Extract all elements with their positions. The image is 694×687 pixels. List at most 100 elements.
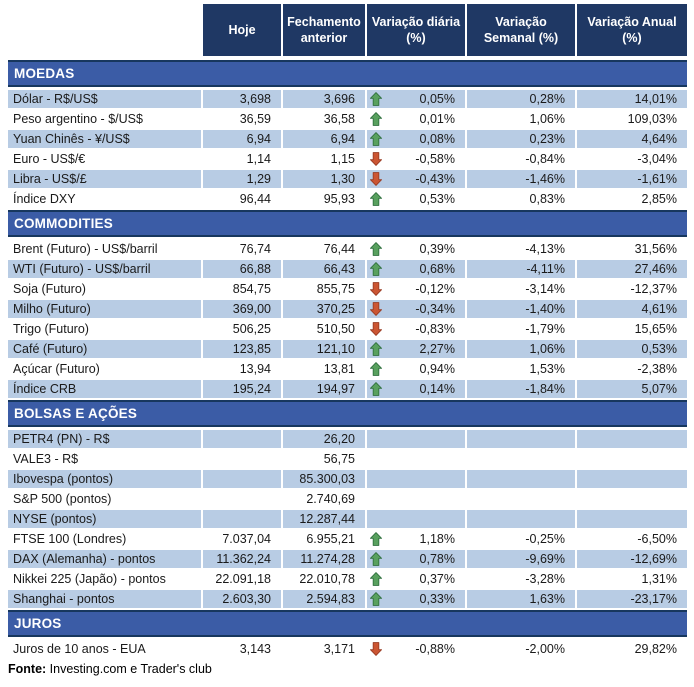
instrument-label: Soja (Futuro) — [8, 280, 201, 298]
table-row: WTI (Futuro) - US$/barril 66,88 66,43 0,68%… — [8, 260, 687, 278]
variacao-diaria-cell — [367, 430, 465, 448]
table-row: VALE3 - R$ 56,75 — [8, 450, 687, 468]
fechamento-anterior-value: 36,58 — [283, 110, 365, 128]
instrument-label-text: Açúcar (Futuro) — [13, 362, 100, 376]
variacao-semanal-value-text: -4,13% — [525, 242, 565, 256]
instrument-label: Peso argentino - $/US$ — [8, 110, 201, 128]
fechamento-anterior-value: 95,93 — [283, 190, 365, 208]
variacao-diaria-cell: -0,34% — [367, 300, 465, 318]
fechamento-anterior-value: 56,75 — [283, 450, 365, 468]
trend-up-icon — [370, 262, 382, 276]
variacao-diaria-cell: 1,18% — [367, 530, 465, 548]
variacao-semanal-value — [467, 510, 575, 528]
fechamento-anterior-value: 12.287,44 — [283, 510, 365, 528]
variacao-anual-value — [577, 490, 687, 508]
variacao-anual-value-text: 109,03% — [627, 112, 677, 126]
variacao-diaria-cell: 0,33% — [367, 590, 465, 608]
variacao-semanal-value: 0,23% — [467, 130, 575, 148]
table-row: Índice CRB 195,24 194,97 0,14% -1,84% 5,07% — [8, 380, 687, 398]
variacao-semanal-value: -4,13% — [467, 240, 575, 258]
fechamento-anterior-value-text: 2.740,69 — [306, 492, 355, 506]
variacao-semanal-value: -1,40% — [467, 300, 575, 318]
variacao-semanal-value-text: 0,28% — [529, 92, 565, 106]
variacao-semanal-value: -4,11% — [467, 260, 575, 278]
fechamento-anterior-value-text: 3,696 — [323, 92, 355, 106]
table-row: Trigo (Futuro) 506,25 510,50 -0,83% -1,79% 15… — [8, 320, 687, 338]
instrument-label-text: Nikkei 225 (Japão) - pontos — [13, 572, 166, 586]
variacao-anual-value-text: -3,04% — [637, 152, 677, 166]
variacao-diaria-cell-text: -0,12% — [415, 282, 455, 296]
fechamento-anterior-value: 66,43 — [283, 260, 365, 278]
hoje-value-text: 506,25 — [232, 322, 271, 336]
variacao-anual-value-text: 0,53% — [641, 342, 677, 356]
variacao-anual-value-text: -2,38% — [637, 362, 677, 376]
variacao-semanal-value-text: 0,23% — [529, 132, 565, 146]
variacao-semanal-value: -1,79% — [467, 320, 575, 338]
instrument-label-text: S&P 500 (pontos) — [13, 492, 112, 506]
variacao-semanal-value: 0,28% — [467, 90, 575, 108]
variacao-diaria-cell: 0,05% — [367, 90, 465, 108]
fechamento-anterior-value: 76,44 — [283, 240, 365, 258]
trend-down-icon — [370, 152, 382, 166]
variacao-diaria-cell-text: -0,34% — [415, 302, 455, 316]
variacao-diaria-cell-text: -0,43% — [415, 172, 455, 186]
variacao-diaria-cell: 0,37% — [367, 570, 465, 588]
instrument-label-text: Trigo (Futuro) — [13, 322, 89, 336]
variacao-anual-value — [577, 510, 687, 528]
section-header-bolsas-e-acoes: BOLSAS E AÇÕES — [8, 400, 687, 427]
fechamento-anterior-value: 2.740,69 — [283, 490, 365, 508]
variacao-anual-value: 5,07% — [577, 380, 687, 398]
variacao-semanal-value-text: -4,11% — [526, 262, 565, 276]
variacao-semanal-value-text: -0,25% — [525, 532, 565, 546]
variacao-diaria-cell: 0,78% — [367, 550, 465, 568]
hoje-value: 7.037,04 — [203, 530, 281, 548]
source-label: Fonte: — [8, 662, 47, 676]
table-row: Yuan Chinês - ¥/US$ 6,94 6,94 0,08% 0,23% 4,6… — [8, 130, 687, 148]
hoje-value — [203, 470, 281, 488]
variacao-anual-value-text: 27,46% — [634, 262, 677, 276]
table-row: FTSE 100 (Londres) 7.037,04 6.955,21 1,18% -… — [8, 530, 687, 548]
variacao-semanal-value — [467, 490, 575, 508]
variacao-anual-value: -23,17% — [577, 590, 687, 608]
variacao-diaria-cell-text: 0,37% — [419, 572, 455, 586]
fechamento-anterior-value: 3,171 — [283, 640, 365, 658]
variacao-semanal-value-text: -0,84% — [525, 152, 565, 166]
variacao-diaria-cell-text: 0,53% — [419, 192, 455, 206]
instrument-label-text: DAX (Alemanha) - pontos — [13, 552, 156, 566]
instrument-label: Café (Futuro) — [8, 340, 201, 358]
hoje-value-text: 123,85 — [232, 342, 271, 356]
instrument-label-text: Dólar - R$/US$ — [13, 92, 98, 106]
variacao-semanal-value: -9,69% — [467, 550, 575, 568]
variacao-semanal-value: -0,25% — [467, 530, 575, 548]
column-header-variacao-semanal: Variação Semanal (%) — [467, 4, 575, 56]
table-row: PETR4 (PN) - R$ 26,20 — [8, 430, 687, 448]
instrument-label-text: Libra - US$/£ — [13, 172, 87, 186]
variacao-anual-value: 14,01% — [577, 90, 687, 108]
trend-up-icon — [370, 592, 382, 606]
trend-down-icon — [370, 282, 382, 296]
instrument-label: Libra - US$/£ — [8, 170, 201, 188]
instrument-label-text: NYSE (pontos) — [13, 512, 97, 526]
hoje-value-text: 1,29 — [246, 172, 271, 186]
variacao-semanal-value: -1,46% — [467, 170, 575, 188]
variacao-semanal-value-text: 1,63% — [529, 592, 565, 606]
table-row: Peso argentino - $/US$ 36,59 36,58 0,01% 1,0… — [8, 110, 687, 128]
instrument-label-text: Brent (Futuro) - US$/barril — [13, 242, 158, 256]
variacao-anual-value: -1,61% — [577, 170, 687, 188]
fechamento-anterior-value-text: 855,75 — [316, 282, 355, 296]
variacao-semanal-value-text: -3,28% — [525, 572, 565, 586]
instrument-label: Ibovespa (pontos) — [8, 470, 201, 488]
table-row: Nikkei 225 (Japão) - pontos 22.091,18 22.0… — [8, 570, 687, 588]
hoje-value: 123,85 — [203, 340, 281, 358]
variacao-diaria-cell-text: -0,83% — [415, 322, 455, 336]
variacao-diaria-cell-text: 1,18% — [419, 532, 455, 546]
variacao-diaria-cell: 0,08% — [367, 130, 465, 148]
hoje-value: 22.091,18 — [203, 570, 281, 588]
section-header-moedas: MOEDAS — [8, 60, 687, 87]
variacao-semanal-value: -3,28% — [467, 570, 575, 588]
instrument-label: DAX (Alemanha) - pontos — [8, 550, 201, 568]
variacao-anual-value: 31,56% — [577, 240, 687, 258]
trend-up-icon — [370, 112, 382, 126]
table-row: S&P 500 (pontos) 2.740,69 — [8, 490, 687, 508]
